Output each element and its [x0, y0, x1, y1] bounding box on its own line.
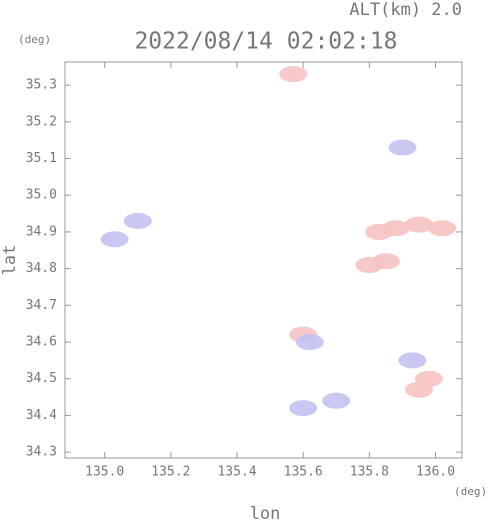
- x-tick-label: 135.6: [284, 465, 323, 480]
- altitude: ALT(km) 2.0: [349, 0, 462, 20]
- y-tick-label: 34.9: [26, 224, 57, 239]
- y-tick-label: 35.3: [26, 78, 57, 93]
- x-tick-label: 135.8: [350, 465, 389, 480]
- y-tick-label: 34.4: [26, 408, 57, 423]
- y-tick-label: 35.1: [26, 151, 57, 166]
- x-axis-label: lon: [250, 504, 281, 521]
- echo-point: [123, 212, 152, 229]
- x-unit: (deg): [454, 485, 487, 498]
- y-tick-label: 35.2: [26, 114, 57, 129]
- echo-point: [100, 231, 129, 248]
- x-tick-label: 135.2: [151, 465, 190, 480]
- chart-title: 2022/08/14 02:02:18: [134, 29, 397, 55]
- y-tick-label: 34.7: [26, 298, 57, 313]
- x-tick-label: 135.4: [217, 465, 256, 480]
- echo-point: [295, 334, 324, 351]
- echo-point: [388, 139, 417, 156]
- y-unit: (deg): [18, 33, 51, 46]
- echo-point: [398, 352, 427, 369]
- echo-point: [289, 400, 318, 417]
- y-tick-label: 34.3: [26, 445, 57, 460]
- x-tick-label: 135.0: [85, 465, 124, 480]
- y-tick-label: 34.5: [26, 371, 57, 386]
- echo-point: [414, 370, 443, 387]
- echo-point: [381, 220, 410, 237]
- y-tick-label: 35.0: [26, 188, 57, 203]
- echo-point: [322, 392, 351, 409]
- echo-point: [279, 66, 308, 83]
- y-axis-label: lat: [0, 245, 20, 276]
- echo-point: [404, 216, 433, 233]
- y-tick-label: 34.6: [26, 335, 57, 350]
- echo-point: [428, 220, 457, 237]
- echo-point: [371, 253, 400, 270]
- plot-frame: [64, 61, 463, 459]
- y-tick-label: 34.8: [26, 261, 57, 276]
- x-tick-label: 136.0: [416, 465, 455, 480]
